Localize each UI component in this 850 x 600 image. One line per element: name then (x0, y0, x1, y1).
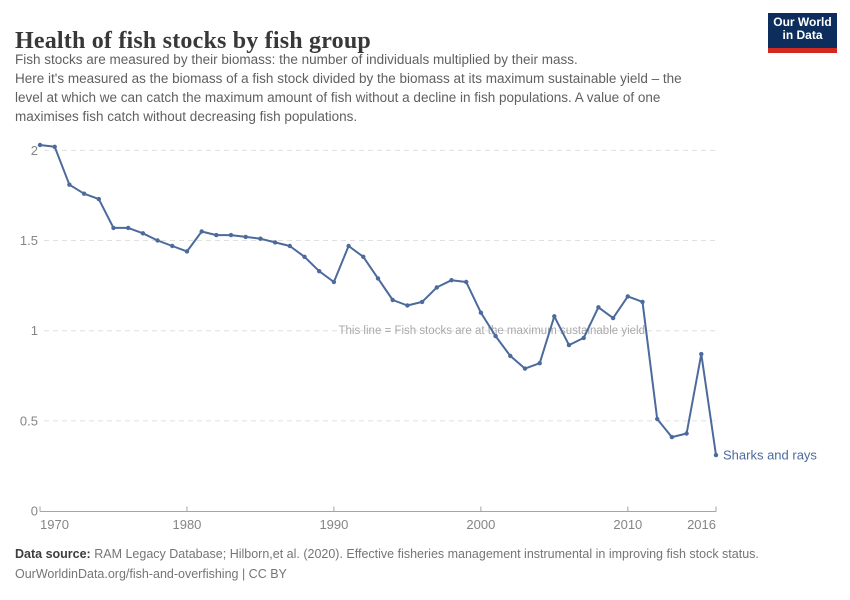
chart-title: Health of fish stocks by fish group (15, 28, 371, 55)
data-point[interactable] (419, 299, 425, 305)
data-point[interactable] (449, 278, 454, 283)
subtitle-line: Here it's measured as the biomass of a f… (15, 71, 682, 86)
data-point[interactable] (669, 434, 675, 440)
x-tick-label: 1970 (40, 517, 69, 532)
owid-logo-line1: Our World (773, 15, 832, 29)
y-tick-label: 2 (31, 143, 38, 158)
datasource-line: Data source: RAM Legacy Database; Hilbor… (15, 544, 759, 564)
data-point[interactable] (346, 243, 351, 249)
x-tick-label: 2010 (613, 517, 642, 532)
data-point[interactable] (596, 305, 601, 310)
data-point[interactable] (464, 279, 469, 285)
data-point[interactable] (522, 366, 528, 371)
data-point[interactable] (111, 225, 116, 231)
datasource-label: Data source: (15, 547, 91, 561)
data-point[interactable] (126, 225, 131, 231)
chart-subtitle: Fish stocks are measured by their biomas… (15, 50, 682, 126)
data-point[interactable] (184, 249, 190, 254)
data-point[interactable] (640, 299, 645, 305)
data-point[interactable] (684, 431, 689, 436)
x-tick-label: 2000 (466, 517, 495, 532)
data-point[interactable] (566, 342, 572, 348)
data-point[interactable] (317, 269, 322, 274)
data-point[interactable] (258, 236, 263, 241)
x-tick-label: 1990 (319, 517, 348, 532)
data-point[interactable] (302, 254, 307, 259)
y-tick-label: 0.5 (20, 413, 38, 428)
data-point[interactable] (37, 142, 43, 148)
data-point[interactable] (508, 353, 513, 359)
data-point[interactable] (96, 196, 102, 202)
data-point[interactable] (52, 144, 57, 149)
series-label[interactable]: Sharks and rays (723, 448, 817, 463)
data-point[interactable] (375, 276, 381, 281)
data-point[interactable] (287, 243, 292, 249)
subtitle-line: maximises fish catch without decreasing … (15, 109, 358, 124)
data-point[interactable] (155, 238, 160, 243)
data-point[interactable] (390, 297, 395, 303)
owid-logo-line2: in Data (782, 28, 823, 42)
y-tick-label: 0 (31, 504, 38, 519)
subtitle-line: level at which we can catch the maximum … (15, 90, 661, 105)
data-point[interactable] (228, 232, 234, 238)
chart-footer: Data source: RAM Legacy Database; Hilbor… (15, 544, 759, 584)
license-link[interactable]: OurWorldinData.org/fish-and-overfishing … (15, 567, 287, 581)
chart-line-sharks-and-rays[interactable] (39, 144, 717, 457)
y-tick-label: 1.5 (20, 233, 38, 248)
data-point[interactable] (699, 351, 704, 357)
owid-logo[interactable]: Our World in Data (768, 13, 837, 53)
data-point[interactable] (434, 285, 439, 290)
data-point[interactable] (581, 335, 586, 341)
data-point[interactable] (655, 416, 660, 422)
datasource-text: RAM Legacy Database; Hilborn,et al. (202… (90, 547, 759, 561)
data-point[interactable] (170, 243, 175, 249)
data-point[interactable] (67, 182, 72, 187)
data-point[interactable] (81, 191, 87, 196)
x-tick-label: 1980 (172, 517, 201, 532)
data-point[interactable] (243, 234, 248, 240)
data-point[interactable] (478, 310, 484, 315)
data-point[interactable] (272, 240, 278, 245)
data-point[interactable] (405, 303, 410, 308)
y-tick-label: 1 (31, 323, 38, 338)
data-point[interactable] (214, 232, 219, 238)
data-point[interactable] (361, 254, 366, 259)
data-point[interactable] (552, 314, 557, 319)
subtitle-line: Fish stocks are measured by their biomas… (15, 52, 578, 67)
data-point[interactable] (140, 231, 146, 236)
data-point[interactable] (537, 361, 542, 366)
data-point[interactable] (493, 333, 498, 339)
data-point[interactable] (610, 315, 616, 321)
data-point[interactable] (713, 452, 719, 458)
data-point[interactable] (199, 229, 204, 234)
x-tick-label: 2016 (687, 517, 716, 532)
data-point[interactable] (331, 279, 337, 285)
data-point[interactable] (625, 294, 630, 299)
